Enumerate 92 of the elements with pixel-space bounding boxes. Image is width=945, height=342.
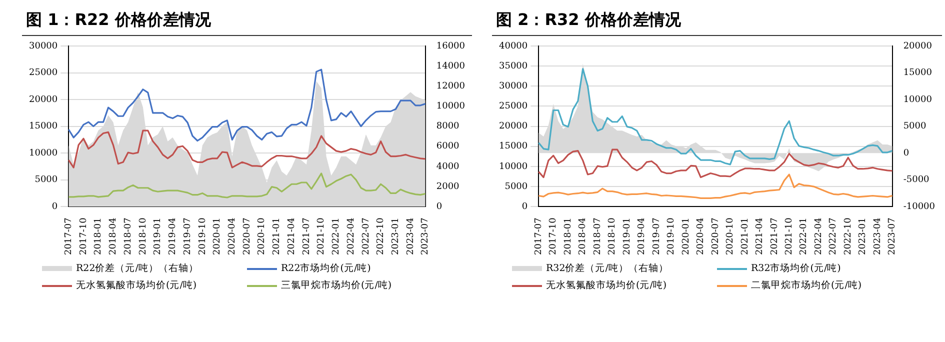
y-tick-label: 35000 [498,61,528,72]
x-tick-label: 2017-10 [548,217,559,256]
y2-tick-label: 15000 [903,68,932,78]
x-tick-label: 2017-07 [534,217,544,256]
x-tick-label: 2021-07 [302,217,312,256]
y2-tick-label: 16000 [436,41,466,52]
x-tick-label: 2018-10 [608,217,618,256]
y2-tick-label: 4000 [436,162,460,172]
y-tick-label: 30000 [498,81,528,92]
x-tick-label: 2023-04 [406,217,416,256]
y-tick-label: 15000 [498,142,528,152]
legend-label: 三氯甲烷市场均价(元/吨) [281,279,392,292]
y-tick-label: 0 [52,202,58,212]
y-tick-label: 0 [522,202,528,212]
legend-label: 无水氢氟酸市场均价(元/吨) [76,279,197,292]
y-tick-label: 5000 [504,182,528,192]
x-tick-label: 2022-10 [376,217,386,256]
y-tick-label: 20000 [28,94,58,105]
y2-tick-label: 2000 [436,182,460,192]
x-tick-label: 2018-07 [123,217,134,256]
x-tick-label: 2019-07 [652,217,662,256]
legend-label: R32价差（元/吨）（右轴） [546,262,668,275]
chart-title: 图 1：R22 价格价差情况 [22,6,472,36]
x-tick-label: 2020-07 [242,217,252,256]
x-tick-label: 2023-04 [872,217,883,256]
x-tick-label: 2022-10 [843,217,854,256]
y-tick-label: 40000 [498,41,528,52]
y2-tick-label: 6000 [436,142,460,152]
x-tick-label: 2020-04 [696,217,706,256]
y2-tick-label: 5000 [903,122,927,132]
x-tick-label: 2021-04 [286,217,297,256]
x-tick-label: 2021-01 [272,218,282,256]
y2-tick-label: -10000 [903,202,936,212]
x-tick-label: 2018-04 [108,217,119,256]
y-tick-label: 10000 [498,162,528,172]
y-tick-label: 30000 [28,41,58,52]
x-tick-label: 2019-10 [666,217,677,256]
x-tick-label: 2023-01 [390,218,401,256]
x-tick-label: 2022-07 [361,217,372,256]
y2-tick-label: 0 [903,148,910,158]
x-tick-label: 2023-07 [888,217,898,256]
y2-tick-label: 20000 [903,41,932,52]
x-tick-label: 2020-01 [212,218,223,256]
x-tick-label: 2023-07 [420,217,431,256]
y2-tick-label: 8000 [436,122,460,132]
x-tick-label: 2021-01 [740,218,750,256]
legend-label: R22市场均价(元/吨) [281,262,371,275]
y2-tick-label: 10000 [903,94,932,105]
legend-label: 二氯甲烷市场均价(元/吨) [751,279,862,292]
x-tick-label: 2018-01 [563,218,574,256]
x-tick-label: 2023-01 [858,218,868,256]
x-tick-label: 2022-04 [346,217,356,256]
x-tick-label: 2019-04 [168,217,178,256]
x-tick-label: 2022-01 [799,218,810,256]
y2-tick-label: 0 [436,202,442,212]
x-tick-label: 2019-01 [622,218,632,256]
x-tick-label: 2017-07 [64,217,74,256]
y-tick-label: 5000 [34,175,58,186]
y2-tick-label: -5000 [903,175,930,186]
y2-tick-label: 14000 [436,61,466,72]
x-tick-label: 2021-10 [316,217,327,256]
x-tick-label: 2020-10 [726,217,736,256]
legend-label: R22价差（元/吨）（右轴） [76,262,198,275]
legend-label: 无水氢氟酸市场均价(元/吨) [546,279,667,292]
y-tick-label: 15000 [28,122,58,132]
x-tick-label: 2019-04 [637,217,648,256]
y2-tick-label: 12000 [436,81,466,92]
x-tick-label: 2018-07 [592,217,603,256]
x-tick-label: 2022-04 [814,217,824,256]
x-tick-label: 2020-07 [710,217,721,256]
x-tick-label: 2017-10 [78,217,89,256]
y2-tick-label: 10000 [436,102,466,112]
x-tick-label: 2021-04 [755,217,766,256]
x-tick-label: 2019-01 [153,218,164,256]
x-tick-label: 2018-01 [94,218,104,256]
x-tick-label: 2021-10 [784,217,795,256]
x-tick-label: 2020-04 [227,217,238,256]
x-tick-label: 2022-07 [828,217,839,256]
y-tick-label: 20000 [498,122,528,132]
x-tick-label: 2019-10 [198,217,208,256]
chart-title: 图 2：R32 价格价差情况 [492,6,942,36]
x-tick-label: 2022-01 [332,218,342,256]
x-tick-label: 2020-10 [257,217,268,256]
y-tick-label: 25000 [498,102,528,112]
x-tick-label: 2020-01 [681,218,692,256]
y-tick-label: 25000 [28,68,58,78]
x-tick-label: 2018-10 [138,217,148,256]
x-tick-label: 2021-07 [770,217,780,256]
x-tick-label: 2018-04 [578,217,588,256]
legend-label: R32市场均价(元/吨) [751,262,841,275]
y-tick-label: 10000 [28,148,58,158]
x-tick-label: 2019-07 [182,217,193,256]
